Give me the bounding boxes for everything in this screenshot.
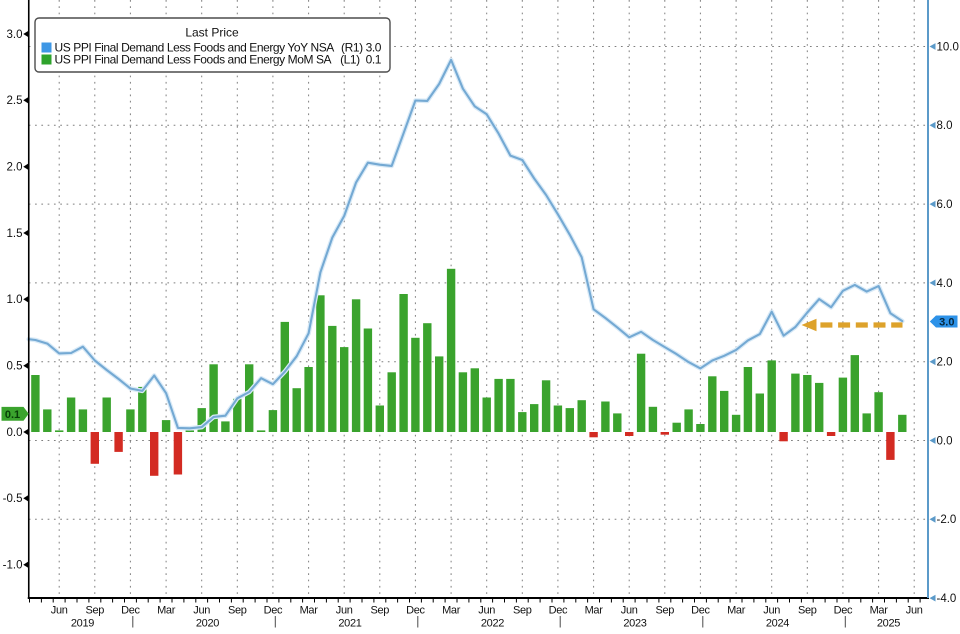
svg-text:Jun: Jun: [906, 605, 923, 617]
svg-text:Dec: Dec: [691, 605, 710, 617]
svg-text:0.1: 0.1: [5, 409, 20, 421]
svg-text:-2.0: -2.0: [937, 514, 957, 526]
svg-text:Dec: Dec: [834, 605, 853, 617]
svg-text:US PPI Final Demand Less Foods: US PPI Final Demand Less Foods and Energ…: [55, 53, 332, 67]
svg-text:3.0: 3.0: [939, 317, 954, 329]
svg-text:Sep: Sep: [228, 605, 247, 617]
svg-text:Mar: Mar: [727, 605, 746, 617]
svg-text:Sep: Sep: [798, 605, 817, 617]
svg-text:Mar: Mar: [300, 605, 319, 617]
svg-text:Dec: Dec: [406, 605, 425, 617]
svg-text:10.0: 10.0: [937, 41, 959, 53]
svg-text:2025: 2025: [877, 618, 900, 630]
svg-text:0.0: 0.0: [937, 435, 953, 447]
svg-text:8.0: 8.0: [937, 120, 953, 132]
svg-text:0.0: 0.0: [7, 427, 23, 439]
svg-text:-0.5: -0.5: [3, 493, 23, 505]
svg-text:Dec: Dec: [549, 605, 568, 617]
svg-text:2.5: 2.5: [7, 95, 23, 107]
svg-text:2021: 2021: [338, 618, 361, 630]
svg-text:Jun: Jun: [51, 605, 68, 617]
svg-text:6.0: 6.0: [937, 199, 953, 211]
svg-text:-1.0: -1.0: [3, 560, 23, 572]
svg-text:Jun: Jun: [193, 605, 210, 617]
svg-text:Sep: Sep: [85, 605, 104, 617]
svg-text:Jun: Jun: [621, 605, 638, 617]
svg-text:Jun: Jun: [763, 605, 780, 617]
svg-text:(L1) 0.1: (L1) 0.1: [340, 53, 382, 67]
svg-text:2.0: 2.0: [937, 357, 953, 369]
svg-text:Sep: Sep: [370, 605, 389, 617]
svg-text:Mar: Mar: [585, 605, 604, 617]
svg-text:0.5: 0.5: [7, 361, 23, 373]
svg-text:Mar: Mar: [870, 605, 889, 617]
svg-text:Dec: Dec: [264, 605, 283, 617]
svg-text:2023: 2023: [623, 618, 646, 630]
svg-text:(R1) 3.0: (R1) 3.0: [341, 41, 382, 55]
svg-text:2.0: 2.0: [7, 162, 23, 174]
svg-text:2020: 2020: [196, 618, 219, 630]
svg-text:Jun: Jun: [336, 605, 353, 617]
svg-text:US PPI Final Demand Less Foods: US PPI Final Demand Less Foods and Energ…: [55, 41, 335, 55]
svg-text:1.5: 1.5: [7, 228, 23, 240]
svg-text:Dec: Dec: [121, 605, 140, 617]
svg-text:2024: 2024: [766, 618, 789, 630]
svg-text:2022: 2022: [481, 618, 504, 630]
svg-text:Mar: Mar: [157, 605, 176, 617]
svg-text:Jun: Jun: [478, 605, 495, 617]
svg-text:2019: 2019: [71, 618, 94, 630]
svg-text:1.0: 1.0: [7, 294, 23, 306]
svg-text:Mar: Mar: [442, 605, 461, 617]
svg-text:Sep: Sep: [513, 605, 532, 617]
svg-text:-4.0: -4.0: [937, 593, 957, 605]
svg-text:4.0: 4.0: [937, 278, 953, 290]
svg-text:Sep: Sep: [655, 605, 674, 617]
svg-text:3.0: 3.0: [7, 29, 23, 41]
svg-text:Last Price: Last Price: [185, 26, 239, 40]
